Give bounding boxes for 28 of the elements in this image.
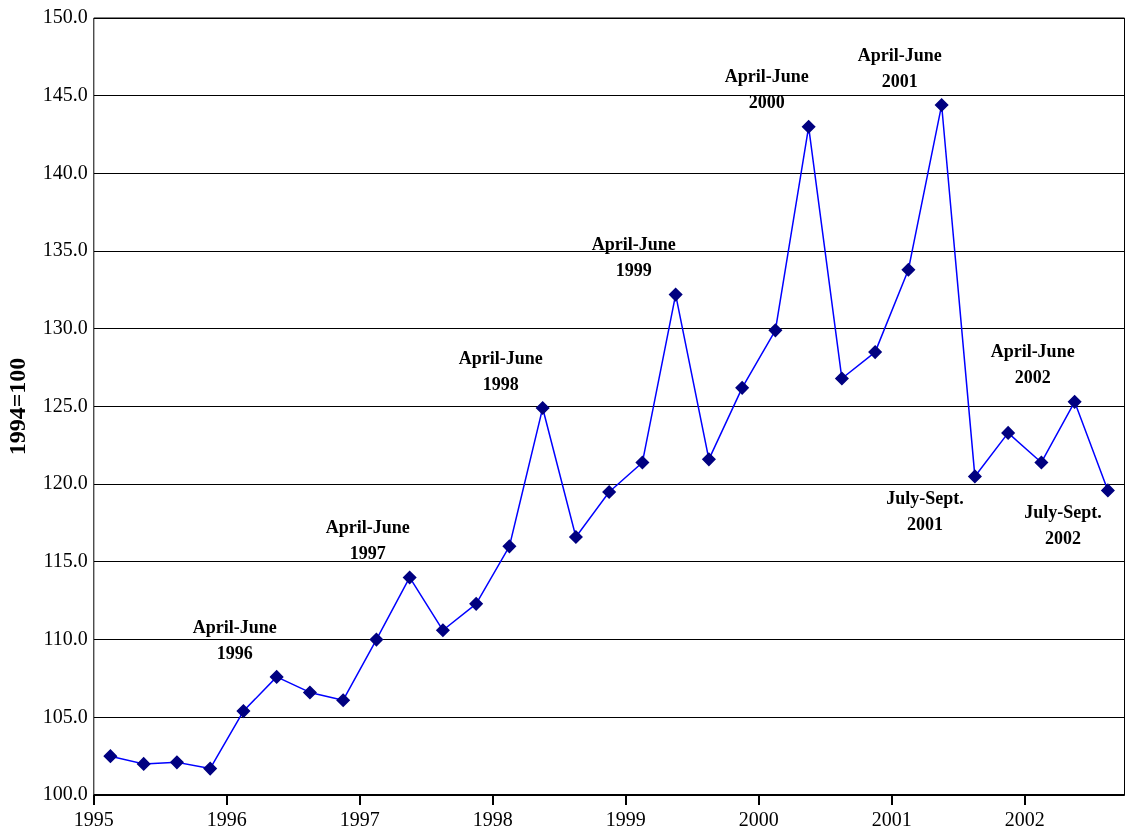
annotation: July-Sept. 2002	[1024, 502, 1102, 549]
y-tick-label: 115.0	[43, 549, 88, 572]
x-tick-label: 1995	[73, 808, 114, 831]
y-tick-label: 140.0	[42, 160, 88, 183]
annotation: April-June 1998	[458, 347, 543, 394]
y-tick-label: 145.0	[42, 82, 88, 105]
annotation: April-June 1996	[192, 616, 277, 663]
x-tick-label: 2002	[1004, 808, 1045, 831]
x-tick-label: 1998	[472, 808, 513, 831]
y-tick-label: 120.0	[42, 471, 88, 494]
y-tick-label: 130.0	[42, 316, 88, 339]
y-tick-label: 150.0	[42, 5, 88, 28]
x-tick-label: 1999	[605, 808, 646, 831]
y-tick-label: 135.0	[42, 238, 88, 261]
y-tick-label: 110.0	[43, 626, 88, 649]
y-tick-label: 100.0	[42, 782, 88, 805]
x-tick-label: 1997	[339, 808, 380, 831]
annotation: April-June 2002	[990, 341, 1075, 388]
annotation: July-Sept. 2001	[886, 488, 964, 535]
x-tick-label: 1996	[206, 808, 247, 831]
x-tick-label: 2000	[738, 808, 779, 831]
annotation: April-June 1997	[325, 517, 410, 564]
annotation: April-June 2001	[857, 44, 942, 91]
x-tick-label: 2001	[871, 808, 912, 831]
y-tick-label: 105.0	[42, 704, 88, 727]
y-tick-label: 125.0	[42, 393, 88, 416]
annotation: April-June 1999	[591, 234, 676, 281]
y-axis-title: 1994=100	[3, 357, 30, 456]
